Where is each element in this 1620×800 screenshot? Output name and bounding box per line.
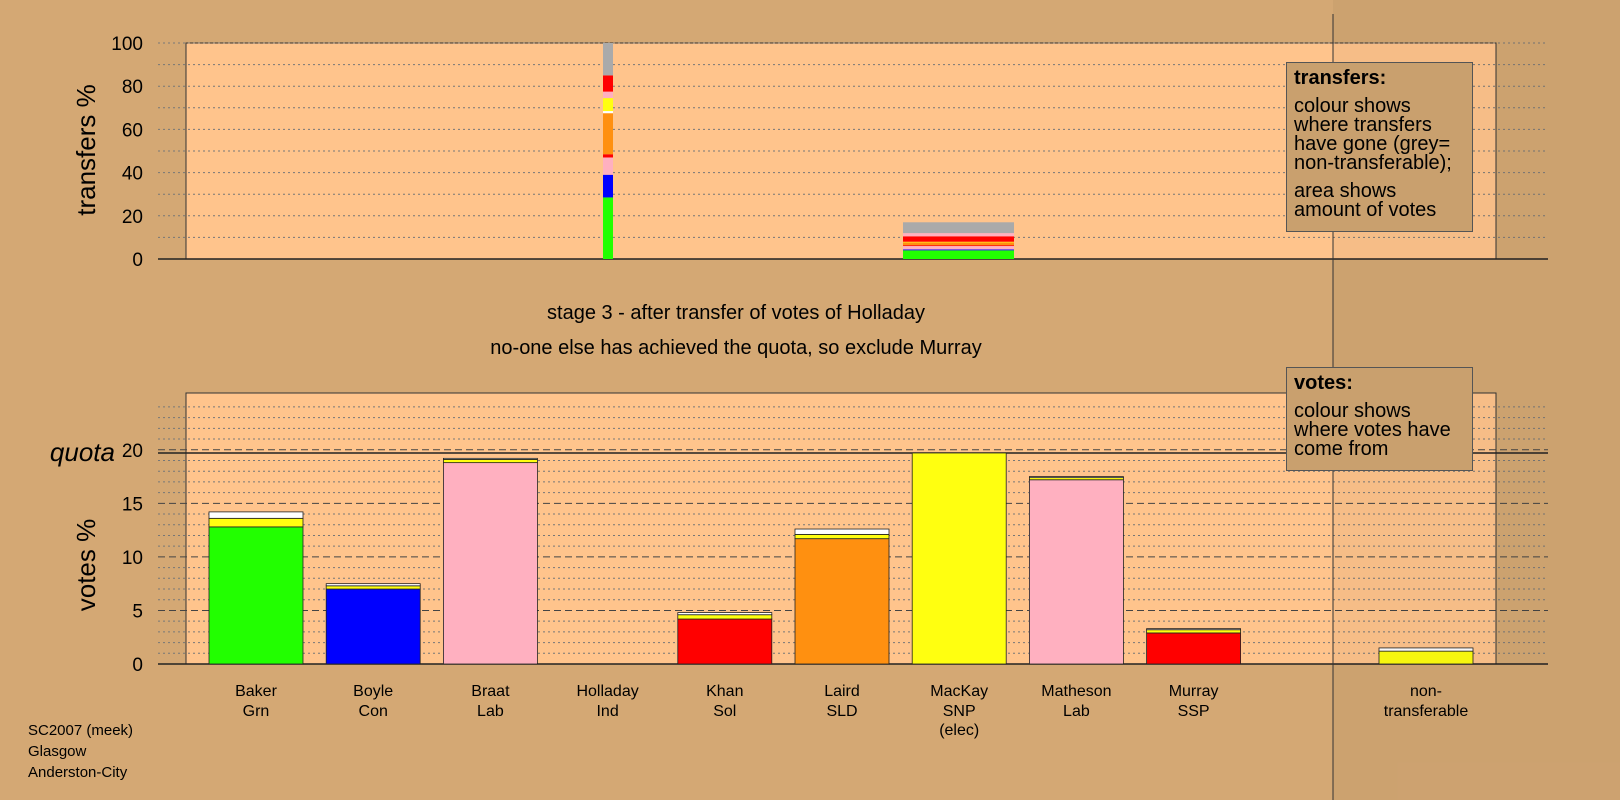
transfer-bar-segment xyxy=(603,113,613,155)
transfer-bar-segment xyxy=(903,222,1014,234)
candidate-elected-label: (elec) xyxy=(939,722,979,739)
votes-y-tick-label: 5 xyxy=(132,601,143,622)
transfer-bar-segment xyxy=(603,111,613,114)
votes-y-tick-label: 15 xyxy=(122,494,143,515)
transfer-bar-segment xyxy=(903,233,1014,237)
candidate-party-label: SNP xyxy=(943,703,976,720)
footer-council: Glasgow xyxy=(28,743,87,760)
vote-bar-segment xyxy=(794,538,890,665)
transfers-y-tick-label: 0 xyxy=(132,250,143,271)
vote-bar-segment xyxy=(677,612,773,616)
transfer-bar-segment xyxy=(903,250,1014,259)
transfer-bar-segment xyxy=(603,98,613,112)
transfers-y-tick-label: 40 xyxy=(122,164,143,185)
transfers-legend: transfers: colour shows where transfers … xyxy=(1286,62,1473,232)
transfer-bar-segment xyxy=(603,91,613,99)
candidate-name-label: Murray xyxy=(1169,683,1219,700)
vote-bar-segment xyxy=(1029,479,1124,665)
candidate-name-label: MacKay xyxy=(930,683,988,700)
candidate-party-label: transferable xyxy=(1384,703,1469,720)
exclusion-caption: no-one else has achieved the quota, so e… xyxy=(490,337,981,359)
votes-legend-title: votes: xyxy=(1294,372,1353,394)
vote-bar-segment xyxy=(1146,629,1241,634)
transfer-bar-segment xyxy=(903,249,1014,251)
vote-bar-segment xyxy=(1378,647,1474,652)
candidate-party-label: Lab xyxy=(1063,703,1090,720)
vote-bar-segment xyxy=(794,528,890,535)
candidate-name-label: Boyle xyxy=(353,683,393,700)
candidate-party-label: Lab xyxy=(477,703,504,720)
stage-caption: stage 3 - after transfer of votes of Hol… xyxy=(547,302,925,324)
transfer-bar-segment xyxy=(903,241,1014,243)
vote-bar-segment xyxy=(911,452,1007,665)
transfer-bar-segment xyxy=(603,154,613,158)
candidate-party-label: Sol xyxy=(713,703,736,720)
vote-bar-segment xyxy=(794,533,890,540)
votes-y-tick-label: 10 xyxy=(122,548,143,569)
transfer-bar-segment xyxy=(603,157,613,175)
transfers-y-tick-label: 60 xyxy=(122,120,143,141)
vote-bar-segment xyxy=(325,583,421,587)
transfer-bar-segment xyxy=(903,246,1014,250)
vote-bar-segment xyxy=(1146,632,1241,665)
transfer-bar-segment xyxy=(603,174,613,198)
candidate-name-label: Baker xyxy=(235,683,277,700)
candidate-name-label: Holladay xyxy=(576,683,638,700)
transfer-bar-segment xyxy=(903,242,1014,246)
candidate-party-label: Ind xyxy=(596,703,618,720)
candidate-party-label: Grn xyxy=(243,703,270,720)
vote-bar-segment xyxy=(208,517,304,528)
vote-bar-segment xyxy=(442,457,538,460)
transfers-legend-area-text: area shows amount of votes xyxy=(1294,180,1437,221)
footer: SC2007 (meek) Glasgow Anderston-City xyxy=(28,720,133,783)
candidate-name-label: non- xyxy=(1410,683,1442,700)
votes-y-tick-label: 20 xyxy=(122,441,143,462)
vote-bar-segment xyxy=(325,588,421,665)
candidate-name-label: Khan xyxy=(706,683,743,700)
transfers-y-tick-label: 80 xyxy=(122,77,143,98)
votes-y-axis-title: votes % xyxy=(71,519,101,612)
vote-bar-segment xyxy=(677,614,773,620)
transfer-bar-segment xyxy=(903,236,1014,242)
candidate-name-label: Matheson xyxy=(1041,683,1111,700)
vote-bar-segment xyxy=(1146,628,1241,631)
quota-label: quota xyxy=(50,437,115,467)
candidate-name-label: Laird xyxy=(824,683,860,700)
transfer-bar-segment xyxy=(603,197,613,259)
transfer-bar-segment xyxy=(603,43,613,76)
candidate-party-label: Con xyxy=(359,703,388,720)
vote-bar-segment xyxy=(677,618,773,665)
votes-legend-text: colour shows where votes have come from xyxy=(1294,400,1451,460)
transfers-legend-text: colour shows where transfers have gone (… xyxy=(1294,95,1452,174)
footer-ward: Anderston-City xyxy=(28,764,128,781)
transfers-y-tick-label: 20 xyxy=(122,207,143,228)
vote-bar-segment xyxy=(325,585,421,590)
vote-bar-segment xyxy=(1029,476,1124,479)
vote-bar-segment xyxy=(442,462,538,665)
votes-legend: votes: colour shows where votes have com… xyxy=(1286,367,1473,471)
transfers-y-tick-label: 100 xyxy=(111,34,143,55)
candidate-party-label: SSP xyxy=(1178,703,1210,720)
transfers-y-axis-title: transfers % xyxy=(71,84,101,216)
candidate-party-label: SLD xyxy=(826,703,857,720)
vote-bar-segment xyxy=(208,511,304,519)
transfer-bar-segment xyxy=(603,75,613,92)
vote-bar-segment xyxy=(208,526,304,665)
vote-bar-segment xyxy=(442,459,538,464)
candidate-name-label: Braat xyxy=(471,683,510,700)
transfers-legend-title: transfers: xyxy=(1294,67,1387,89)
transfer-bar-segment xyxy=(903,245,1014,247)
footer-election: SC2007 (meek) xyxy=(28,722,134,739)
votes-y-tick-label: 0 xyxy=(132,655,143,676)
